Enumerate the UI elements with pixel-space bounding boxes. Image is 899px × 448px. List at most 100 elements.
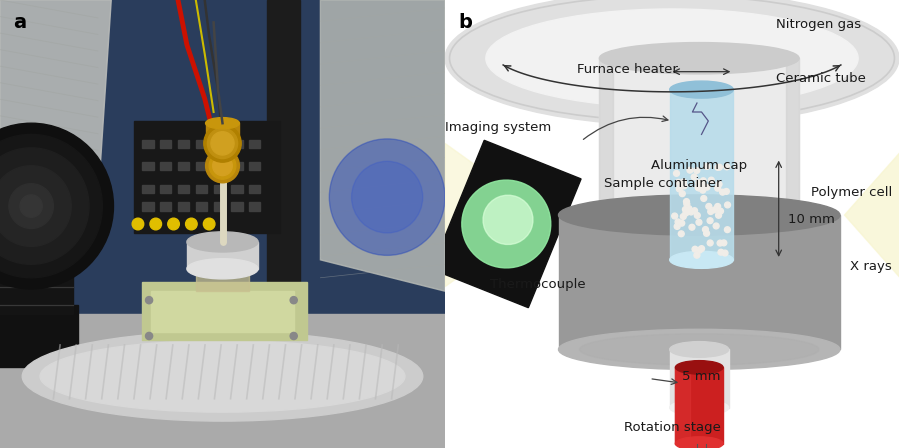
Bar: [249, 140, 261, 148]
Bar: [160, 162, 172, 170]
Circle shape: [701, 195, 707, 201]
Circle shape: [708, 177, 714, 183]
Ellipse shape: [267, 298, 300, 311]
Circle shape: [720, 189, 725, 195]
Ellipse shape: [187, 258, 258, 279]
Text: a: a: [13, 13, 26, 32]
Text: Thermocouple: Thermocouple: [491, 278, 586, 291]
Circle shape: [203, 218, 215, 230]
Ellipse shape: [445, 0, 899, 125]
Bar: [675, 367, 690, 444]
Circle shape: [0, 166, 71, 246]
Bar: [231, 202, 243, 211]
Circle shape: [0, 148, 89, 264]
Circle shape: [150, 218, 162, 230]
Text: 10 mm: 10 mm: [788, 213, 834, 226]
Bar: [249, 185, 261, 193]
Text: Furnace heater: Furnace heater: [576, 63, 678, 76]
Circle shape: [713, 223, 719, 229]
Circle shape: [696, 180, 701, 186]
Circle shape: [146, 297, 153, 304]
Ellipse shape: [675, 361, 723, 374]
Bar: [249, 162, 261, 170]
Circle shape: [146, 332, 153, 340]
Bar: [249, 202, 261, 211]
Circle shape: [132, 218, 144, 230]
Circle shape: [681, 214, 686, 220]
Circle shape: [686, 206, 692, 211]
Bar: [675, 367, 723, 444]
Bar: [178, 202, 189, 211]
Polygon shape: [432, 140, 581, 308]
Circle shape: [697, 247, 702, 253]
Circle shape: [694, 168, 699, 173]
Bar: [206, 123, 239, 148]
Circle shape: [681, 183, 687, 189]
Bar: [214, 162, 225, 170]
Text: Polymer cell: Polymer cell: [811, 186, 892, 199]
Circle shape: [715, 164, 721, 170]
Circle shape: [724, 164, 730, 170]
Bar: [0, 305, 78, 367]
Text: Nitrogen gas: Nitrogen gas: [777, 18, 861, 31]
Circle shape: [715, 203, 721, 209]
Circle shape: [676, 186, 682, 192]
Circle shape: [717, 208, 724, 214]
Text: X rays: X rays: [850, 260, 892, 273]
Ellipse shape: [600, 43, 799, 74]
Circle shape: [680, 191, 685, 197]
Circle shape: [0, 123, 113, 289]
Bar: [196, 246, 249, 291]
Circle shape: [290, 297, 298, 304]
Circle shape: [682, 207, 689, 212]
Circle shape: [704, 184, 710, 190]
Bar: [558, 215, 840, 349]
Bar: [142, 202, 154, 211]
Circle shape: [692, 246, 698, 252]
Circle shape: [721, 240, 726, 246]
Ellipse shape: [670, 251, 734, 268]
Ellipse shape: [22, 332, 423, 421]
Circle shape: [213, 156, 232, 176]
Circle shape: [673, 170, 680, 176]
Circle shape: [185, 218, 197, 230]
Circle shape: [717, 240, 723, 246]
Circle shape: [699, 182, 706, 188]
Circle shape: [699, 246, 705, 251]
Ellipse shape: [670, 81, 734, 98]
Bar: [214, 202, 225, 211]
Text: b: b: [458, 13, 473, 32]
Circle shape: [716, 212, 722, 218]
Circle shape: [708, 218, 713, 224]
Bar: [670, 90, 734, 260]
Bar: [196, 162, 207, 170]
Circle shape: [352, 161, 423, 233]
Ellipse shape: [580, 334, 819, 365]
Circle shape: [209, 152, 236, 179]
Polygon shape: [844, 143, 899, 287]
Text: Imaging system: Imaging system: [445, 121, 551, 134]
Ellipse shape: [558, 329, 840, 370]
Circle shape: [208, 128, 237, 159]
Ellipse shape: [485, 9, 859, 108]
Polygon shape: [445, 143, 545, 287]
Circle shape: [9, 184, 53, 228]
Bar: [0, 0, 445, 323]
Circle shape: [695, 185, 701, 190]
Bar: [196, 140, 207, 148]
Circle shape: [681, 179, 687, 185]
Circle shape: [691, 208, 698, 214]
Circle shape: [704, 230, 709, 236]
Circle shape: [700, 178, 707, 184]
Text: Aluminum cap: Aluminum cap: [651, 159, 747, 172]
Circle shape: [687, 167, 693, 173]
Circle shape: [0, 134, 102, 278]
Circle shape: [697, 180, 702, 185]
Ellipse shape: [187, 232, 258, 252]
Circle shape: [290, 332, 298, 340]
Bar: [786, 58, 799, 215]
Circle shape: [717, 181, 722, 187]
Circle shape: [688, 209, 694, 215]
Circle shape: [204, 125, 241, 162]
Bar: [142, 185, 154, 193]
